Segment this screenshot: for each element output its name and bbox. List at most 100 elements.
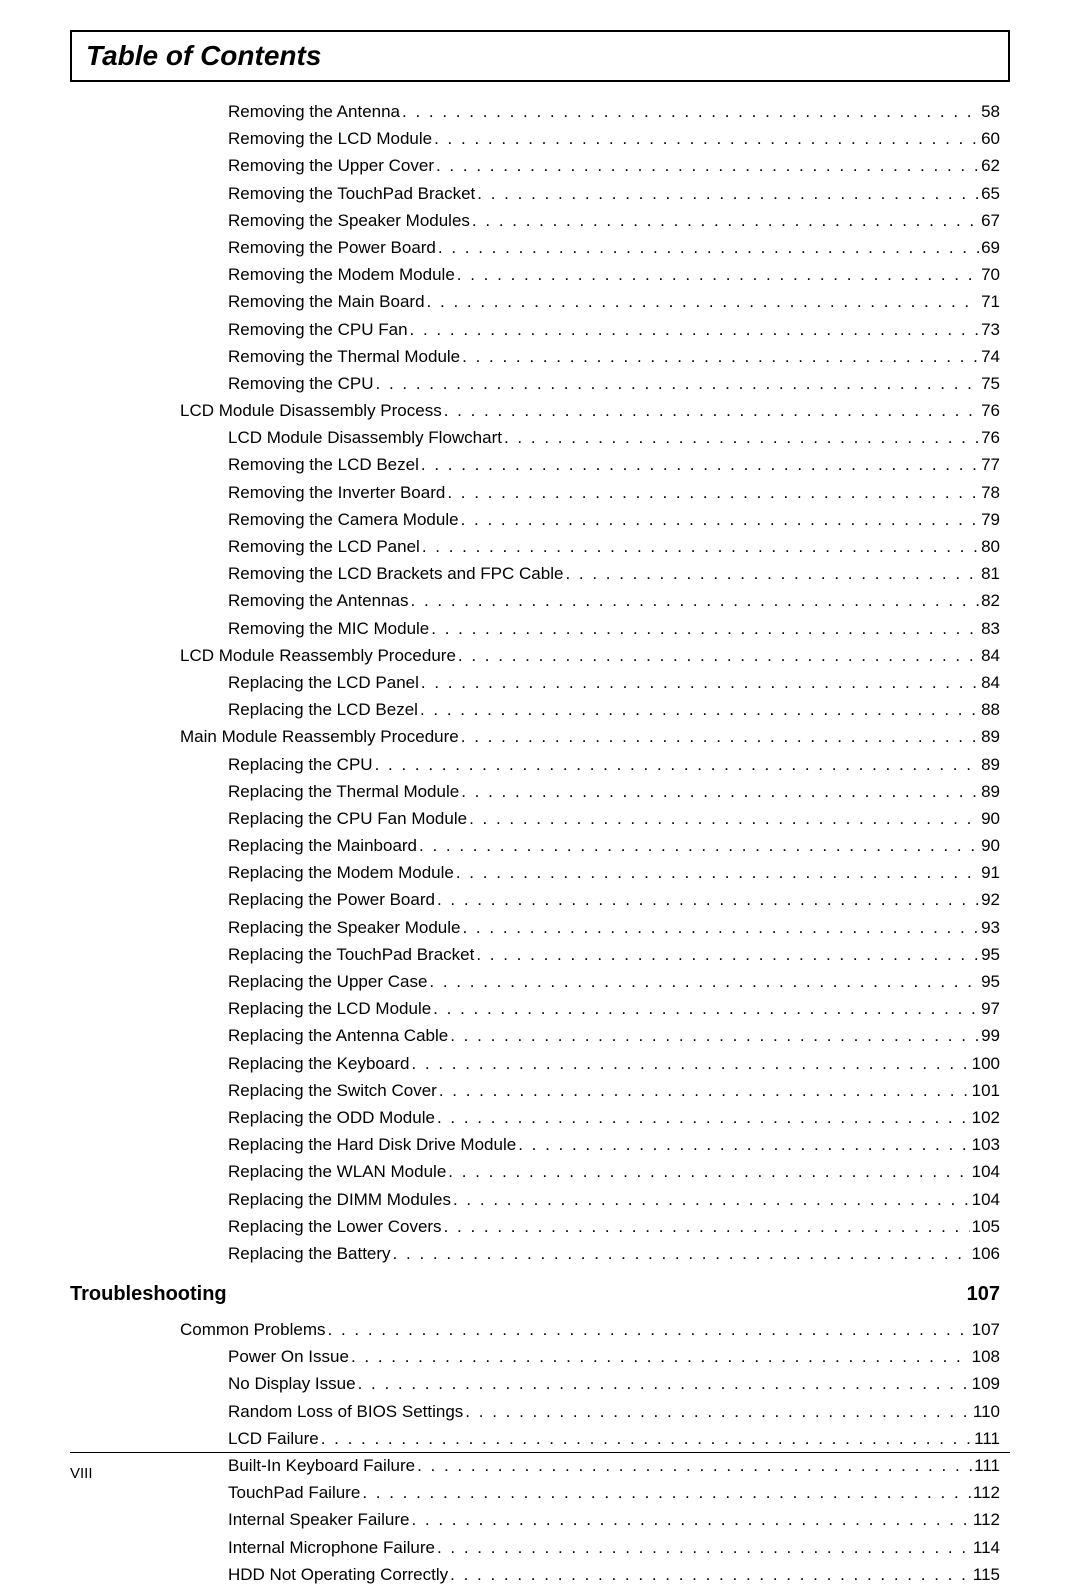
toc-dots [457,261,979,288]
toc-dots [436,152,979,179]
page-title: Table of Contents [86,40,994,72]
toc-entry-page: 74 [981,343,1000,370]
toc-dots [465,1398,971,1425]
toc-entry-label: Removing the Modem Module [228,261,455,288]
toc-entry: No Display Issue 109 [180,1370,1000,1397]
toc-entry: Replacing the TouchPad Bracket 95 [180,941,1000,968]
toc-dots [411,1050,969,1077]
toc-dots [439,1077,970,1104]
toc-entry-page: 67 [981,207,1000,234]
toc-entry-page: 79 [981,506,1000,533]
toc-dots [328,1316,970,1343]
toc-dots [462,914,979,941]
toc-dots [351,1343,970,1370]
toc-dots [504,424,979,451]
toc-entry-page: 73 [981,316,1000,343]
toc-entry-page: 92 [981,886,1000,913]
toc-list: Removing the Antenna 58Removing the LCD … [70,98,1010,1267]
toc-entry-label: Internal Microphone Failure [228,1534,435,1561]
toc-entry: Replacing the Upper Case 95 [180,968,1000,995]
toc-dots [462,343,979,370]
toc-entry: Removing the Speaker Modules 67 [180,207,1000,234]
toc-entry: Removing the CPU Fan 73 [180,316,1000,343]
toc-entry-page: 102 [972,1104,1000,1131]
toc-entry: Replacing the CPU Fan Module 90 [180,805,1000,832]
toc-entry: Removing the Power Board 69 [180,234,1000,261]
toc-dots [419,832,979,859]
toc-entry-label: Replacing the Battery [228,1240,391,1267]
title-box: Table of Contents [70,30,1010,82]
toc-entry: Power On Issue 108 [180,1343,1000,1370]
toc-entry: TouchPad Failure 112 [180,1479,1000,1506]
toc-entry-page: 75 [981,370,1000,397]
toc-entry: Removing the LCD Module 60 [180,125,1000,152]
toc-dots [461,723,979,750]
toc-entry-label: Replacing the LCD Module [228,995,431,1022]
toc-entry: Replacing the ODD Module 102 [180,1104,1000,1131]
toc-entry: Removing the Inverter Board 78 [180,479,1000,506]
toc-entry-label: Removing the MIC Module [228,615,429,642]
toc-entry-page: 77 [981,451,1000,478]
toc-entry-label: Random Loss of BIOS Settings [228,1398,463,1425]
toc-entry-label: Replacing the Lower Covers [228,1213,442,1240]
toc-dots [448,1158,969,1185]
toc-entry-page: 80 [981,533,1000,560]
toc-entry: Replacing the Power Board 92 [180,886,1000,913]
toc-entry-label: Replacing the Antenna Cable [228,1022,448,1049]
toc-entry-page: 84 [981,669,1000,696]
footer-page-number: VIII [70,1465,93,1482]
toc-entry: Internal Speaker Failure 112 [180,1506,1000,1533]
toc-entry: Removing the Upper Cover 62 [180,152,1000,179]
toc-entry-label: Removing the Inverter Board [228,479,445,506]
toc-entry: Replacing the Mainboard 90 [180,832,1000,859]
toc-entry-label: Replacing the Keyboard [228,1050,409,1077]
toc-entry-label: Replacing the ODD Module [228,1104,435,1131]
toc-entry: Internal Microphone Failure 114 [180,1534,1000,1561]
toc-dots [393,1240,970,1267]
toc-entry: Replacing the LCD Panel 84 [180,669,1000,696]
toc-entry-label: Power On Issue [228,1343,349,1370]
toc-entry-page: 104 [972,1186,1000,1213]
toc-entry-label: Removing the Antennas [228,587,409,614]
toc-dots [437,886,979,913]
toc-dots [420,696,979,723]
toc-entry-label: Replacing the Thermal Module [228,778,459,805]
toc-entry-label: Removing the Antenna [228,98,400,125]
toc-entry-page: 76 [981,424,1000,451]
toc-entry-page: 101 [972,1077,1000,1104]
toc-dots [453,1186,970,1213]
toc-entry-page: 69 [981,234,1000,261]
toc-entry-label: Internal Speaker Failure [228,1506,409,1533]
toc-entry: Removing the LCD Bezel 77 [180,451,1000,478]
toc-dots [421,451,979,478]
section-heading: Troubleshooting 107 [70,1283,1010,1306]
toc-entry-page: 109 [972,1370,1000,1397]
toc-dots [461,506,980,533]
toc-entry-label: Replacing the DIMM Modules [228,1186,451,1213]
toc-entry-page: 82 [981,587,1000,614]
toc-entry: Main Module Reassembly Procedure 89 [180,723,1000,750]
toc-entry-page: 112 [973,1506,1000,1533]
toc-entry-label: Replacing the TouchPad Bracket [228,941,474,968]
toc-entry: Removing the Thermal Module 74 [180,343,1000,370]
toc-entry-label: LCD Module Disassembly Process [180,397,442,424]
toc-entry-page: 112 [973,1479,1000,1506]
toc-dots [422,533,979,560]
toc-dots [477,180,979,207]
toc-entry-label: Removing the Upper Cover [228,152,434,179]
toc-entry-page: 115 [973,1561,1000,1588]
toc-entry-label: Replacing the Modem Module [228,859,454,886]
toc-entry-page: 65 [981,180,1000,207]
toc-entry-page: 78 [981,479,1000,506]
toc-entry: Removing the Main Board 71 [180,288,1000,315]
toc-dots [431,615,979,642]
toc-entry-label: Replacing the Upper Case [228,968,427,995]
toc-entry-page: 110 [973,1398,1000,1425]
toc-dots [411,587,980,614]
toc-entry: Replacing the Switch Cover 101 [180,1077,1000,1104]
toc-entry-label: Removing the Power Board [228,234,436,261]
toc-dots [437,1104,970,1131]
toc-entry: Replacing the Speaker Module 93 [180,914,1000,941]
toc-dots [321,1425,972,1452]
toc-entry-label: Removing the LCD Module [228,125,432,152]
